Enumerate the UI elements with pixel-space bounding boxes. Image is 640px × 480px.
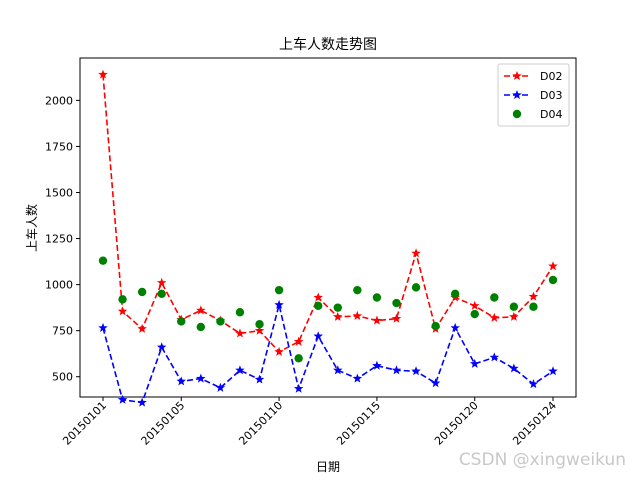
point-D03 [196,373,206,383]
y-tick-label: 750 [52,325,73,338]
point-D03 [548,366,558,376]
point-D04 [235,308,245,317]
point-D02 [372,315,382,325]
point-D02 [411,248,421,258]
point-D04 [118,295,127,304]
point-D02 [352,310,363,320]
point-D02 [156,277,167,287]
point-D04 [353,285,362,295]
point-D02 [98,69,108,79]
x-tick-label: 20150120 [432,399,481,448]
point-D04 [137,287,147,297]
y-tick-label: 500 [52,371,73,384]
point-D04 [333,303,342,312]
point-D04 [294,354,303,363]
point-D04 [196,322,206,332]
point-D04 [372,293,382,302]
series-line-D02 [102,74,554,353]
point-D03 [411,366,421,376]
point-D02 [391,313,402,323]
point-D04 [470,309,479,319]
point-D02 [489,312,500,322]
legend-label-D04: D04 [540,108,562,121]
point-D03 [235,365,245,375]
watermark: CSDN @xingweikun [458,450,626,470]
plot-area: 500 750 1000 1250 1500 1750 2000 20150101 201501… [45,57,577,448]
point-D02 [235,328,245,338]
x-tick-label: 20150105 [139,399,188,448]
x-tick-label: 20150101 [60,399,109,448]
point-D02 [548,261,558,271]
point-D04 [490,293,499,302]
point-D03 [430,378,441,388]
point-D03 [156,342,167,352]
point-D03 [215,382,226,392]
point-D03 [509,363,519,373]
point-D02 [293,336,304,346]
legend-marker-D04 [512,109,522,119]
point-D03 [274,299,284,309]
point-D04 [157,289,166,299]
y-tick-label: 1750 [45,140,73,153]
point-D02 [274,346,284,356]
x-tick-label: 20150115 [334,399,383,448]
point-D04 [450,289,460,299]
legend-label-D02: D02 [540,70,562,83]
point-D02 [196,305,206,315]
point-D03 [313,331,323,341]
point-D03 [98,322,108,332]
x-tick-label: 20150124 [510,399,559,448]
point-D03 [469,358,480,368]
point-D04 [255,320,264,329]
point-D04 [431,321,440,331]
point-D03 [117,394,128,404]
plot-frame [79,57,577,398]
y-axis-label: 上车人数 [24,204,39,252]
point-D03 [450,322,460,332]
point-D02 [137,323,147,333]
point-D02 [509,311,519,321]
point-D02 [528,291,539,301]
point-D04 [548,275,558,285]
x-tick-label: 20150110 [236,399,285,448]
chart-title: 上车人数走势图 [279,36,377,53]
point-D02 [254,325,265,335]
point-D03 [372,360,382,370]
point-D03 [352,373,363,383]
point-D04 [314,301,323,311]
point-D04 [529,302,538,311]
point-D03 [528,379,539,389]
point-D03 [333,365,343,375]
point-D04 [177,317,186,326]
point-D04 [274,285,284,295]
point-D04 [392,298,401,308]
point-D04 [216,317,225,326]
point-D02 [117,306,128,316]
y-tick-label: 2000 [45,94,73,107]
legend-label-D03: D03 [540,89,562,102]
legend-marker-D03 [512,90,522,100]
legend: D02 D03 D04 [497,63,570,127]
point-D02 [333,311,343,321]
y-tick-label: 1250 [45,233,73,246]
point-D04 [411,283,421,292]
point-D04 [509,302,519,311]
point-D02 [313,292,323,302]
y-tick-label: 1500 [45,186,73,199]
point-D03 [254,374,265,384]
point-D03 [176,376,187,386]
series-line-D03 [102,304,554,404]
point-D04 [98,256,108,265]
point-D03 [489,352,500,362]
y-tick-label: 1000 [45,279,73,292]
point-D03 [391,365,402,375]
x-axis-label: 日期 [316,460,340,474]
legend-marker-D02 [512,71,522,81]
point-D03 [137,397,147,407]
point-D02 [469,300,480,310]
point-D03 [293,383,304,393]
